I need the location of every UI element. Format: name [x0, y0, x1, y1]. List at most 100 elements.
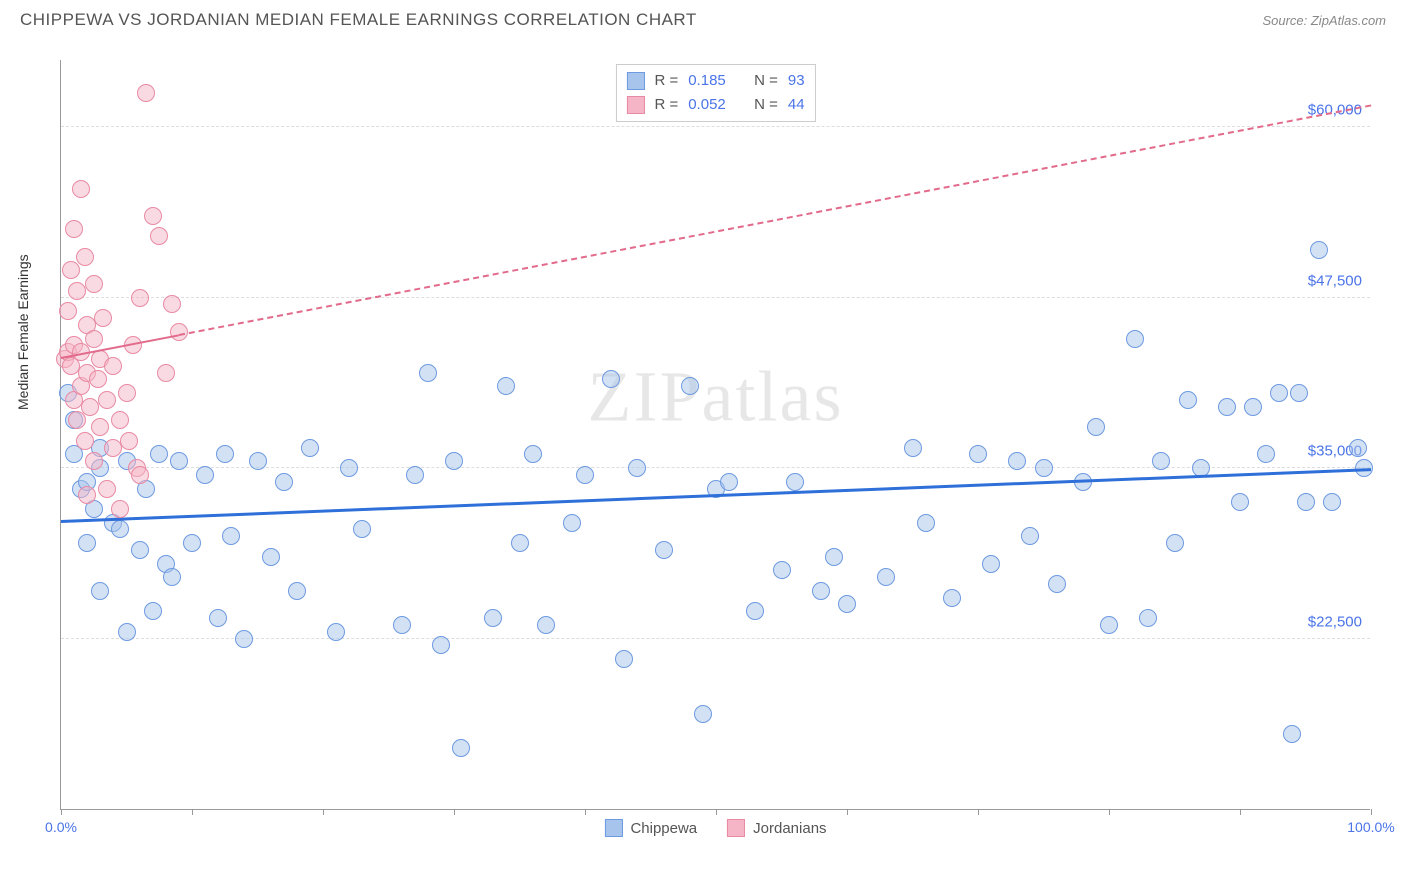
- data-point: [353, 520, 371, 538]
- data-point: [1048, 575, 1066, 593]
- data-point: [1179, 391, 1197, 409]
- data-point: [137, 84, 155, 102]
- x-tick: [716, 809, 717, 815]
- data-point: [602, 370, 620, 388]
- n-value: 93: [788, 69, 805, 93]
- data-point: [111, 411, 129, 429]
- data-point: [81, 398, 99, 416]
- data-point: [131, 466, 149, 484]
- gridline: [61, 126, 1370, 127]
- data-point: [196, 466, 214, 484]
- data-point: [85, 275, 103, 293]
- data-point: [773, 561, 791, 579]
- data-point: [1087, 418, 1105, 436]
- stat-box: R =0.185 N =93R =0.052 N =44: [615, 64, 815, 122]
- data-point: [1231, 493, 1249, 511]
- data-point: [104, 357, 122, 375]
- data-point: [327, 623, 345, 641]
- gridline: [61, 297, 1370, 298]
- data-point: [1139, 609, 1157, 627]
- data-point: [681, 377, 699, 395]
- legend-label: Chippewa: [630, 820, 697, 837]
- data-point: [222, 527, 240, 545]
- data-point: [118, 384, 136, 402]
- stat-row: R =0.185 N =93: [626, 69, 804, 93]
- data-point: [576, 466, 594, 484]
- data-point: [563, 514, 581, 532]
- data-point: [76, 432, 94, 450]
- n-label: N =: [754, 69, 778, 93]
- data-point: [615, 650, 633, 668]
- n-label: N =: [754, 93, 778, 117]
- data-point: [1349, 439, 1367, 457]
- data-point: [1310, 241, 1328, 259]
- n-value: 44: [788, 93, 805, 117]
- data-point: [170, 452, 188, 470]
- data-point: [432, 636, 450, 654]
- data-point: [694, 705, 712, 723]
- y-axis-label: Median Female Earnings: [15, 254, 31, 410]
- data-point: [1297, 493, 1315, 511]
- data-point: [628, 459, 646, 477]
- data-point: [163, 295, 181, 313]
- trend-line: [179, 105, 1371, 337]
- data-point: [452, 739, 470, 757]
- data-point: [209, 609, 227, 627]
- data-point: [1283, 725, 1301, 743]
- data-point: [65, 220, 83, 238]
- data-point: [91, 582, 109, 600]
- data-point: [216, 445, 234, 463]
- data-point: [85, 330, 103, 348]
- data-point: [969, 445, 987, 463]
- chart-title: CHIPPEWA VS JORDANIAN MEDIAN FEMALE EARN…: [20, 10, 697, 30]
- data-point: [1244, 398, 1262, 416]
- data-point: [72, 180, 90, 198]
- data-point: [1152, 452, 1170, 470]
- x-tick: [1109, 809, 1110, 815]
- series-swatch: [727, 819, 745, 837]
- data-point: [812, 582, 830, 600]
- data-point: [183, 534, 201, 552]
- data-point: [838, 595, 856, 613]
- data-point: [98, 391, 116, 409]
- data-point: [655, 541, 673, 559]
- trend-line: [61, 468, 1371, 523]
- data-point: [1218, 398, 1236, 416]
- data-point: [340, 459, 358, 477]
- legend-item: Jordanians: [727, 819, 826, 837]
- data-point: [131, 289, 149, 307]
- data-point: [1166, 534, 1184, 552]
- data-point: [1126, 330, 1144, 348]
- stat-row: R =0.052 N =44: [626, 93, 804, 117]
- series-swatch: [626, 72, 644, 90]
- data-point: [746, 602, 764, 620]
- data-point: [917, 514, 935, 532]
- data-point: [511, 534, 529, 552]
- data-point: [1323, 493, 1341, 511]
- data-point: [275, 473, 293, 491]
- x-tick: [1371, 809, 1372, 815]
- data-point: [89, 370, 107, 388]
- data-point: [1290, 384, 1308, 402]
- data-point: [720, 473, 738, 491]
- x-tick-label: 0.0%: [45, 819, 77, 835]
- data-point: [419, 364, 437, 382]
- data-point: [484, 609, 502, 627]
- data-point: [78, 486, 96, 504]
- chart-header: CHIPPEWA VS JORDANIAN MEDIAN FEMALE EARN…: [0, 0, 1406, 30]
- r-label: R =: [654, 93, 678, 117]
- gridline: [61, 638, 1370, 639]
- data-point: [118, 623, 136, 641]
- data-point: [76, 248, 94, 266]
- data-point: [904, 439, 922, 457]
- x-tick: [847, 809, 848, 815]
- data-point: [445, 452, 463, 470]
- data-point: [537, 616, 555, 634]
- data-point: [78, 534, 96, 552]
- data-point: [1270, 384, 1288, 402]
- data-point: [1035, 459, 1053, 477]
- data-point: [163, 568, 181, 586]
- data-point: [786, 473, 804, 491]
- x-tick-label: 100.0%: [1347, 819, 1394, 835]
- data-point: [1100, 616, 1118, 634]
